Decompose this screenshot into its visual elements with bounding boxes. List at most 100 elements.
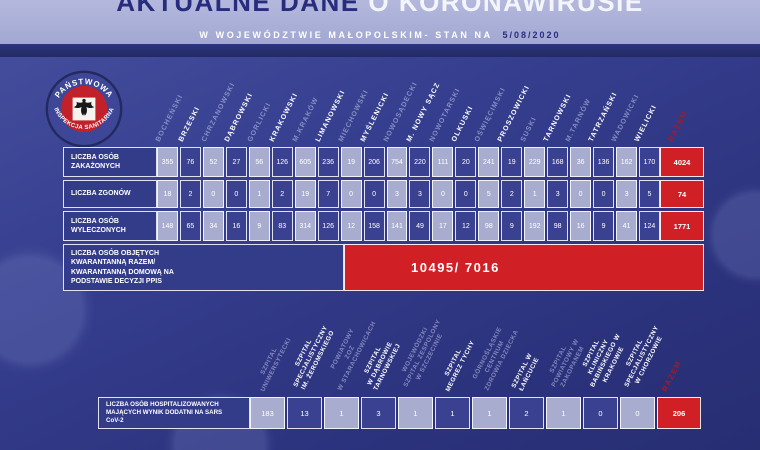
county-column-header: OLKUSKI bbox=[451, 104, 476, 143]
data-cell: 126 bbox=[271, 147, 293, 177]
data-cell: 241 bbox=[478, 147, 500, 177]
report-date: 5/08/2020 bbox=[502, 30, 561, 40]
data-cell: 17 bbox=[432, 211, 454, 241]
data-cell: 0 bbox=[432, 180, 454, 208]
quarantine-label-text: LICZBA OSÓB OBJĘTYCH KWARANTANNĄ RAZEM/ … bbox=[71, 250, 174, 285]
data-cell: 754 bbox=[386, 147, 408, 177]
header-band: AKTUALNE DANE O KORONAWIRUSIE W WOJEWÓDZ… bbox=[0, 0, 760, 44]
county-column-header: SUSKI bbox=[519, 115, 539, 143]
county-column-header: BRZESKI bbox=[177, 105, 202, 143]
eagle-icon bbox=[73, 98, 95, 116]
data-cell: 136 bbox=[593, 147, 615, 177]
title-part-dark: AKTUALNE DANE bbox=[116, 0, 360, 17]
data-cell: 5 bbox=[478, 180, 500, 208]
data-cell: 19 bbox=[501, 147, 523, 177]
table-row: LICZBA OSÓB ZAKAŻONYCH 355 76 52 27 56 126 605 2… bbox=[63, 147, 704, 177]
data-cell: 148 bbox=[157, 211, 178, 241]
quarantine-value-bar: 10495/ 7016 bbox=[344, 244, 704, 291]
row-label-text: LICZBA OSÓB WYLECZONYCH bbox=[71, 217, 126, 234]
hospital-column-header: SZPITAL MEGREZ TYCHY bbox=[443, 339, 476, 393]
subtitle: W WOJEWÓDZTWIE MAŁOPOLSKIM- STAN NA 5/08… bbox=[0, 30, 760, 40]
row-label: LICZBA OSÓB ZAKAŻONYCH bbox=[63, 147, 157, 177]
data-cell: 16 bbox=[570, 211, 592, 241]
data-cell: 1 bbox=[398, 397, 433, 429]
data-cell: 19 bbox=[294, 180, 316, 208]
razem-cell: 206 bbox=[657, 397, 701, 429]
data-cell: 124 bbox=[639, 211, 660, 241]
data-cell: 236 bbox=[317, 147, 339, 177]
hospital-table: LICZBA OSÓB HOSPITALIZOWANYCH MAJĄCYCH W… bbox=[98, 397, 703, 432]
table-row: LICZBA OSÓB HOSPITALIZOWANYCH MAJĄCYCH W… bbox=[98, 397, 703, 429]
data-cell: 16 bbox=[225, 211, 247, 241]
data-cell: 3 bbox=[361, 397, 396, 429]
data-cell: 52 bbox=[202, 147, 224, 177]
data-cell: 170 bbox=[639, 147, 660, 177]
data-cell: 183 bbox=[250, 397, 285, 429]
data-cell: 9 bbox=[501, 211, 523, 241]
data-cell: 3 bbox=[409, 180, 431, 208]
data-cell: 3 bbox=[386, 180, 408, 208]
row-label-text: LICZBA OSÓB HOSPITALIZOWANYCH MAJĄCYCH W… bbox=[106, 400, 223, 425]
data-cell: 2 bbox=[271, 180, 293, 208]
data-cell: 158 bbox=[363, 211, 385, 241]
county-headers: BOCHEŃSKI BRZESKI CHRZANOWSKI DĄBROWSKI GORL… bbox=[0, 58, 760, 145]
data-cell: 27 bbox=[225, 147, 247, 177]
data-cell: 2 bbox=[179, 180, 201, 208]
row-label-text: LICZBA ZGONÓW bbox=[71, 190, 131, 198]
data-cell: 12 bbox=[455, 211, 477, 241]
hospital-column-header: SZPITAL W ŁAŃCUCIE bbox=[510, 351, 541, 392]
data-cell: 65 bbox=[179, 211, 201, 241]
data-cell: 98 bbox=[547, 211, 569, 241]
data-cell: 0 bbox=[593, 180, 615, 208]
data-cell: 0 bbox=[363, 180, 385, 208]
razem-column-header: RAZEM bbox=[659, 358, 684, 393]
county-table: LICZBA OSÓB ZAKAŻONYCH 355 76 52 27 56 126 605 2… bbox=[63, 147, 704, 294]
data-cell: 1 bbox=[248, 180, 270, 208]
data-cell: 229 bbox=[524, 147, 546, 177]
data-cell: 1 bbox=[472, 397, 507, 429]
data-cell: 0 bbox=[225, 180, 247, 208]
razem-cell: 4024 bbox=[660, 147, 704, 177]
row-label: LICZBA OSÓB WYLECZONYCH bbox=[63, 211, 157, 241]
table-row: LICZBA ZGONÓW 18 2 0 0 1 2 19 7 0 0 3 3 0 0 5 2 1 3 0 0 3 5 74 bbox=[63, 180, 704, 208]
razem-cell: 1771 bbox=[660, 211, 704, 241]
row-cells: 355 76 52 27 56 126 605 236 19 206 754 220 111 20 241 1… bbox=[157, 147, 660, 177]
data-cell: 168 bbox=[547, 147, 569, 177]
row-cells: 18 2 0 0 1 2 19 7 0 0 3 3 0 0 5 2 1 3 0 0 3 5 bbox=[157, 180, 660, 208]
data-cell: 192 bbox=[524, 211, 546, 241]
data-cell: 220 bbox=[409, 147, 431, 177]
data-cell: 49 bbox=[409, 211, 431, 241]
data-cell: 83 bbox=[271, 211, 293, 241]
data-cell: 1 bbox=[546, 397, 581, 429]
data-cell: 3 bbox=[616, 180, 638, 208]
data-cell: 1 bbox=[524, 180, 546, 208]
razem-cell: 74 bbox=[660, 180, 704, 208]
data-cell: 41 bbox=[616, 211, 638, 241]
data-cell: 1 bbox=[435, 397, 470, 429]
county-column-header: GORLICKI bbox=[246, 101, 273, 143]
data-cell: 111 bbox=[432, 147, 454, 177]
data-cell: 2 bbox=[509, 397, 544, 429]
sanepid-logo: PAŃSTWOWA INSPEKCJA SANITARNA bbox=[45, 70, 123, 148]
quarantine-value: 10495/ 7016 bbox=[411, 260, 500, 275]
data-cell: 0 bbox=[455, 180, 477, 208]
data-cell: 206 bbox=[363, 147, 385, 177]
data-cell: 98 bbox=[478, 211, 500, 241]
data-cell: 0 bbox=[583, 397, 618, 429]
data-cell: 19 bbox=[340, 147, 362, 177]
data-cell: 314 bbox=[294, 211, 316, 241]
table-row: LICZBA OSÓB WYLECZONYCH 148 65 34 16 9 83 314 12… bbox=[63, 211, 704, 241]
data-cell: 0 bbox=[620, 397, 655, 429]
quarantine-row: LICZBA OSÓB OBJĘTYCH KWARANTANNĄ RAZEM/ … bbox=[63, 244, 704, 291]
data-cell: 12 bbox=[340, 211, 362, 241]
virus-watermark bbox=[700, 180, 760, 290]
data-cell: 2 bbox=[501, 180, 523, 208]
data-cell: 0 bbox=[570, 180, 592, 208]
data-cell: 0 bbox=[340, 180, 362, 208]
data-cell: 34 bbox=[202, 211, 224, 241]
data-cell: 9 bbox=[593, 211, 615, 241]
hospital-column-header: SZPITAL UNIWERSYTECKI bbox=[259, 336, 294, 393]
data-cell: 162 bbox=[616, 147, 638, 177]
data-cell: 13 bbox=[287, 397, 322, 429]
data-cell: 0 bbox=[202, 180, 224, 208]
